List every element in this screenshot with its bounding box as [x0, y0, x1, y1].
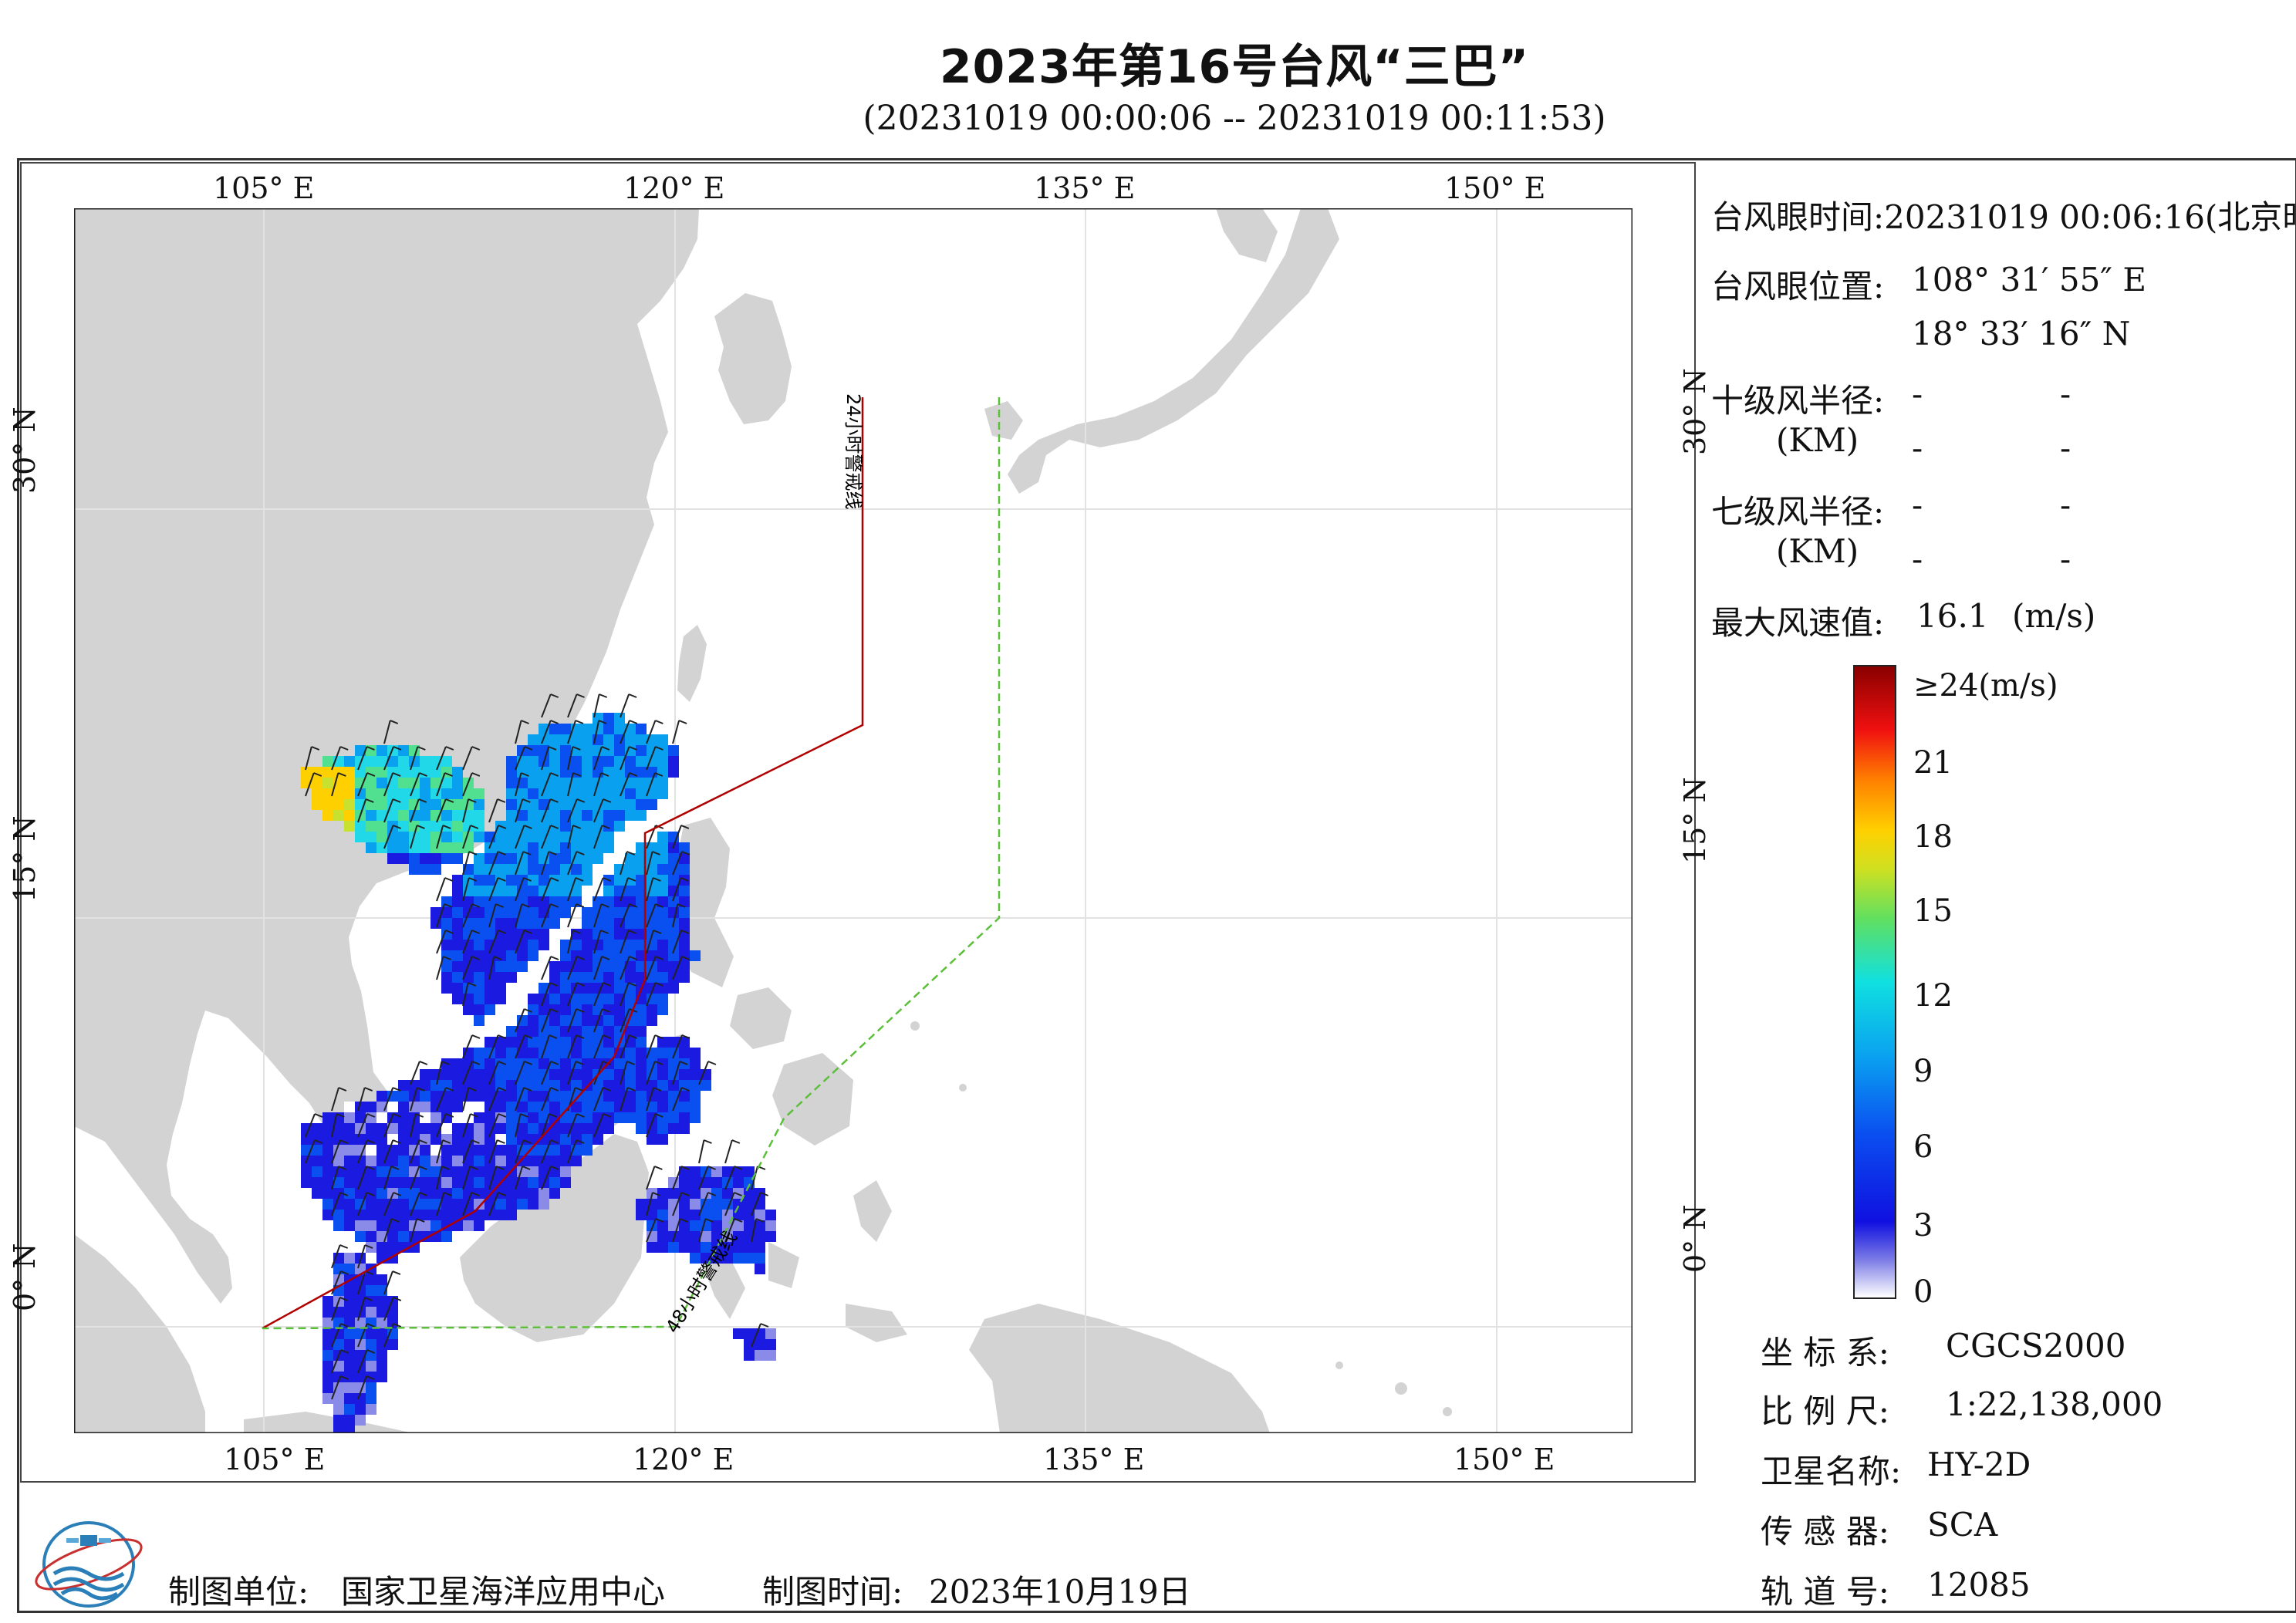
- lat-tick-left-0: 0° N: [8, 1243, 42, 1311]
- eye-lon-value: 108° 31′ 55″ E: [1912, 261, 2146, 299]
- satellite-label: 卫星名称:: [1761, 1453, 1902, 1490]
- producer-value: 国家卫星海洋应用中心: [341, 1573, 666, 1611]
- colorbar-label-18: 18: [1913, 819, 1953, 855]
- colorbar-label-12: 12: [1913, 978, 1953, 1014]
- page-title: 2023年第16号台风“三巴”: [939, 40, 1530, 94]
- lon-tick-top-105: 105° E: [213, 171, 315, 205]
- r10-km-label: (KM): [1776, 421, 1859, 459]
- colorbar-label-3: 3: [1913, 1208, 1933, 1243]
- colorbar-label-6: 6: [1913, 1129, 1933, 1165]
- eye-pos-label: 台风眼位置:: [1711, 268, 1885, 305]
- max-wind-label: 最大风速值:: [1711, 604, 1885, 642]
- satellite-value: HY-2D: [1927, 1446, 2031, 1483]
- eye-time-label: 台风眼时间:: [1711, 198, 1885, 236]
- colorbar-label-21: 21: [1913, 745, 1953, 781]
- scale-value: 1:22,138,000: [1946, 1385, 2163, 1423]
- r7-label: 七级风半径:: [1711, 493, 1885, 531]
- r10-dash-3: -: [1912, 429, 1923, 467]
- max-wind-unit: (m/s): [2012, 597, 2096, 635]
- orbit-value: 12085: [1927, 1566, 2031, 1604]
- colorbar-label-15: 15: [1913, 893, 1953, 929]
- r10-dash-1: -: [1912, 375, 1923, 413]
- wind-barbs: [305, 693, 769, 1400]
- r10-dash-4: -: [2060, 429, 2071, 467]
- r10-dash-2: -: [2060, 375, 2071, 413]
- colorbar-label-9: 9: [1913, 1054, 1933, 1089]
- lon-tick-top-120: 120° E: [623, 171, 725, 205]
- eye-lat-value: 18° 33′ 16″ N: [1912, 315, 2131, 353]
- crs-label: 坐 标 系:: [1761, 1334, 1889, 1372]
- colorbar-label-24: ≥24(m/s): [1913, 668, 2058, 704]
- lat-tick-right-15: 15° N: [1678, 777, 1712, 864]
- lat-tick-right-30: 30° N: [1678, 368, 1712, 455]
- colorbar-label-0: 0: [1913, 1274, 1933, 1310]
- lon-tick-top-135: 135° E: [1034, 171, 1136, 205]
- chart-date-value: 2023年10月19日: [929, 1573, 1191, 1611]
- r7-dash-4: -: [2060, 540, 2071, 578]
- orbit-label: 轨 道 号:: [1761, 1573, 1889, 1611]
- warning-line-24h: [262, 397, 864, 1330]
- producer-label: 制图单位:: [168, 1573, 309, 1611]
- r7-km-label: (KM): [1776, 532, 1859, 570]
- lon-tick-bottom-150: 150° E: [1454, 1442, 1555, 1476]
- eye-time-row: 台风眼时间:20231019 00:06:16(北京时): [1711, 191, 2296, 238]
- lat-tick-left-15: 15° N: [8, 815, 42, 903]
- scale-label: 比 例 尺:: [1761, 1392, 1889, 1430]
- time-range-subtitle: (20231019 00:00:06 -- 20231019 00:11:53): [863, 99, 1606, 138]
- lat-tick-left-30: 30° N: [8, 407, 42, 494]
- max-wind-value: 16.1: [1916, 597, 1989, 635]
- lon-tick-bottom-135: 135° E: [1043, 1442, 1145, 1476]
- wind-speed-colorbar: [1853, 665, 1896, 1299]
- r7-dash-2: -: [2060, 486, 2071, 524]
- lat-tick-right-0: 0° N: [1678, 1204, 1712, 1273]
- r7-dash-1: -: [1912, 486, 1923, 524]
- chart-date-label: 制图时间:: [762, 1573, 903, 1611]
- eye-time-value: 20231019 00:06:16(北京时): [1884, 198, 2296, 236]
- r10-label: 十级风半径:: [1711, 382, 1885, 420]
- wind-field-map[interactable]: 24小时警戒线 48小时警戒线: [74, 208, 1633, 1433]
- r7-dash-3: -: [1912, 540, 1923, 578]
- lon-tick-bottom-120: 120° E: [633, 1442, 734, 1476]
- sensor-label: 传 感 器:: [1761, 1513, 1889, 1550]
- sensor-value: SCA: [1927, 1506, 1998, 1544]
- warning-line-48h: [262, 397, 1001, 1330]
- lon-tick-bottom-105: 105° E: [224, 1442, 326, 1476]
- lon-tick-top-150: 150° E: [1444, 171, 1546, 205]
- nsoas-logo-icon: [35, 1521, 143, 1608]
- warning-line-24h-label: 24小时警戒线: [842, 393, 864, 510]
- crs-value: CGCS2000: [1946, 1327, 2126, 1365]
